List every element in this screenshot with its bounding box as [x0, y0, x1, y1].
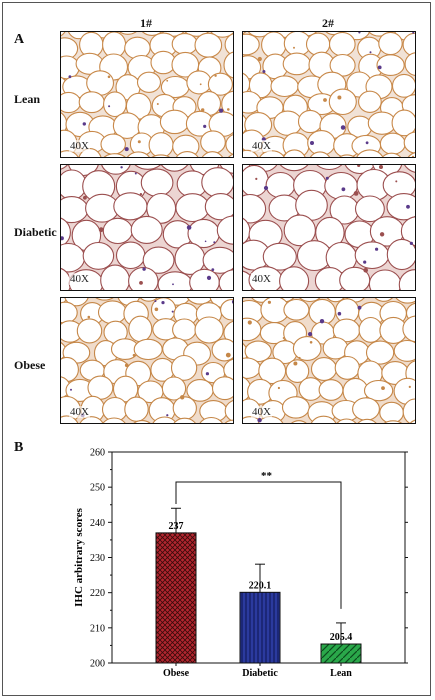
row-label-lean: Lean	[14, 92, 41, 106]
figure-frame	[2, 2, 431, 696]
column-header-1: 1#	[140, 16, 152, 30]
panel-b-letter: B	[14, 440, 24, 455]
magnification-label: 40X	[69, 140, 90, 152]
magnification-label: 40X	[69, 406, 90, 418]
magnification-label: 40X	[251, 140, 272, 152]
magnification-label: 40X	[251, 273, 272, 285]
row-label-diabetic: Diabetic	[14, 225, 57, 239]
micrograph-obese-1: 40X	[60, 297, 234, 424]
micrograph-diabetic-2: 40X	[242, 164, 416, 291]
magnification-label: 40X	[251, 406, 272, 418]
column-header-2: 2#	[322, 16, 334, 30]
panel-a-letter: A	[14, 32, 25, 47]
magnification-label: 40X	[69, 273, 90, 285]
row-label-obese: Obese	[14, 358, 46, 372]
micrograph-diabetic-1: 40X	[60, 164, 234, 291]
micrograph-lean-2: 40X	[242, 31, 416, 158]
micrograph-obese-2: 40X	[242, 297, 416, 424]
micrograph-lean-1: 40X	[60, 31, 234, 158]
